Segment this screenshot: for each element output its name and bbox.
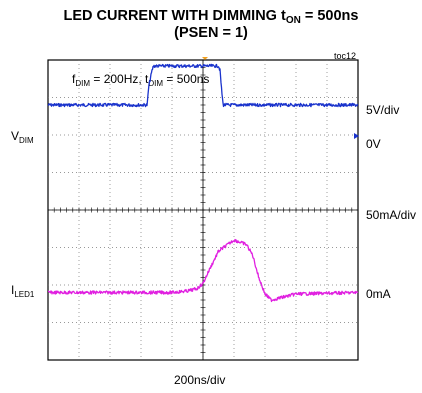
iled1-scale-label: 50mA/div [366, 208, 417, 222]
series-label-vdim: VDIM [11, 129, 34, 145]
figure-id: toc12 [334, 51, 357, 61]
vdim-zero-label: 0V [366, 137, 381, 151]
series-label-iled1: ILED1 [11, 283, 35, 299]
x-scale-label: 200ns/div [174, 373, 226, 387]
scope-traces [47, 63, 359, 303]
chart-title-line-1: LED CURRENT WITH DIMMING tON = 500ns [63, 8, 359, 26]
vdim-scale-label: 5V/div [366, 103, 400, 117]
trace-vdim [47, 63, 359, 108]
trace-iled1 [47, 238, 359, 303]
trigger-marker-icon [202, 57, 208, 60]
iled1-zero-label: 0mA [366, 287, 391, 301]
chart-title-line-2: (PSEN = 1) [174, 25, 248, 41]
scope-grid [47, 59, 359, 361]
vdim-ground-marker-icon [354, 133, 359, 139]
settings-annotation: fDIM = 200Hz, tDIM = 500ns [72, 72, 210, 88]
